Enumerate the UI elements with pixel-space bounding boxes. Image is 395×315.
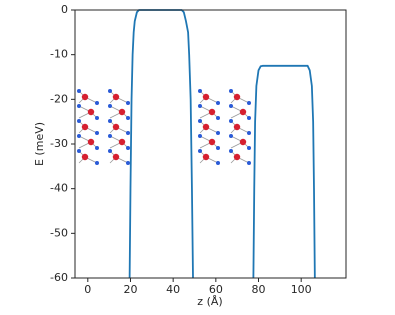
x-tick-label: 80 — [252, 283, 266, 296]
atom-blue — [198, 134, 202, 138]
atom-blue — [108, 89, 112, 93]
atom-blue — [108, 134, 112, 138]
atom-red — [202, 93, 210, 101]
line-series — [128, 9, 316, 279]
atom-blue — [247, 116, 251, 120]
y-tick-label: 0 — [61, 3, 68, 16]
atom-blue — [216, 116, 220, 120]
atom-blue — [216, 161, 220, 165]
x-tick-label: 100 — [291, 283, 312, 296]
atom-red — [233, 153, 241, 161]
x-tick-label: 20 — [123, 283, 137, 296]
atom-red — [239, 138, 247, 146]
y-tick-label: -10 — [50, 48, 68, 61]
atom-blue — [229, 134, 233, 138]
atom-blue — [229, 104, 233, 108]
atom-blue — [247, 101, 251, 105]
atom-blue — [95, 161, 99, 165]
molecule-structures — [77, 89, 251, 165]
atom-red — [118, 138, 126, 146]
y-tick-label: -60 — [50, 271, 68, 284]
atom-red — [87, 138, 95, 146]
y-tick-label: -50 — [50, 226, 68, 239]
x-tick-label: 40 — [166, 283, 180, 296]
y-axis-label: E (meV) — [33, 122, 46, 166]
x-tick-label: 0 — [84, 283, 91, 296]
atom-blue — [198, 89, 202, 93]
atom-blue — [126, 101, 130, 105]
y-tick-label: -20 — [50, 92, 68, 105]
atom-blue — [77, 119, 81, 123]
atom-red — [118, 108, 126, 116]
x-axis-label: z (Å) — [197, 295, 222, 308]
atom-blue — [108, 119, 112, 123]
x-tick-label: 60 — [209, 283, 223, 296]
atom-blue — [247, 146, 251, 150]
plot-frame — [74, 9, 347, 279]
atom-blue — [216, 101, 220, 105]
atom-red — [112, 123, 120, 131]
atom-blue — [216, 146, 220, 150]
atom-red — [87, 108, 95, 116]
atom-blue — [77, 89, 81, 93]
atom-blue — [229, 119, 233, 123]
atom-blue — [198, 149, 202, 153]
atom-red — [239, 108, 247, 116]
atom-red — [81, 123, 89, 131]
atom-blue — [229, 149, 233, 153]
y-tick-label: -40 — [50, 182, 68, 195]
atom-blue — [198, 119, 202, 123]
atom-blue — [216, 131, 220, 135]
atom-blue — [77, 134, 81, 138]
atom-blue — [108, 104, 112, 108]
atom-blue — [95, 116, 99, 120]
atom-blue — [108, 149, 112, 153]
atom-red — [202, 153, 210, 161]
atom-red — [112, 153, 120, 161]
atom-blue — [126, 146, 130, 150]
atom-red — [81, 153, 89, 161]
atom-blue — [247, 131, 251, 135]
atom-red — [208, 108, 216, 116]
atom-blue — [229, 89, 233, 93]
atom-red — [208, 138, 216, 146]
atom-red — [202, 123, 210, 131]
atom-blue — [198, 104, 202, 108]
atom-red — [233, 93, 241, 101]
y-tick-label: -30 — [50, 137, 68, 150]
atom-red — [233, 123, 241, 131]
atom-blue — [77, 149, 81, 153]
atom-red — [81, 93, 89, 101]
atom-blue — [95, 101, 99, 105]
atom-blue — [126, 116, 130, 120]
atom-blue — [95, 146, 99, 150]
atom-blue — [126, 161, 130, 165]
atom-blue — [126, 131, 130, 135]
atom-red — [112, 93, 120, 101]
atom-blue — [95, 131, 99, 135]
atom-blue — [247, 161, 251, 165]
atom-blue — [77, 104, 81, 108]
